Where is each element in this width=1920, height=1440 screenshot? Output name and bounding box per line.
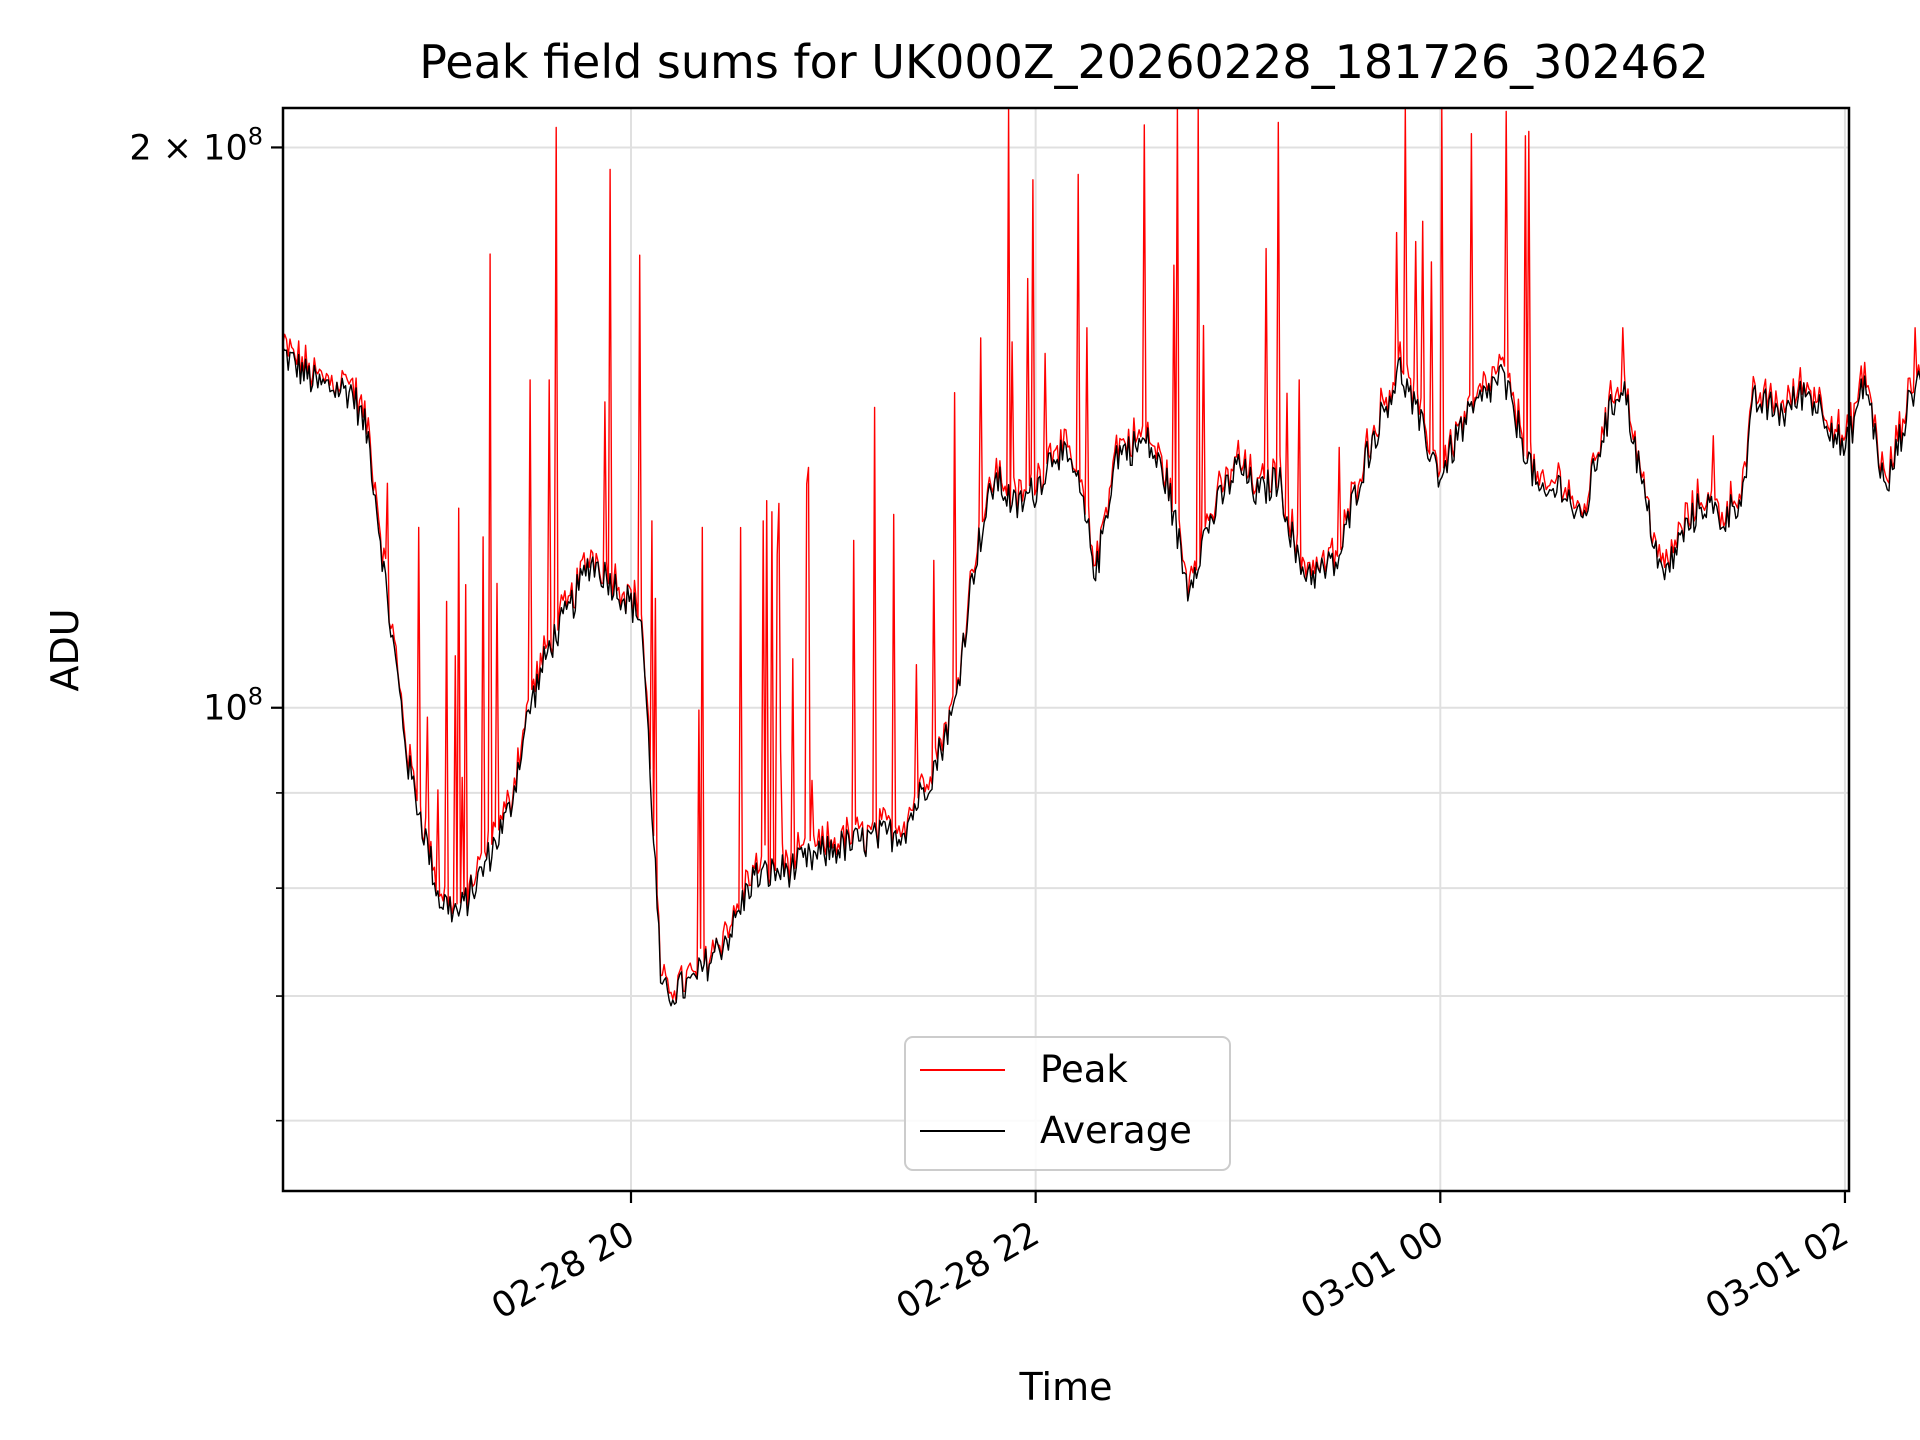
average-line xyxy=(282,347,1920,1007)
legend-average-label: Average xyxy=(1040,1109,1192,1152)
y-tick-label: 108 xyxy=(203,683,263,729)
legend: Peak Average xyxy=(904,1036,1231,1171)
peak-line xyxy=(282,107,1920,1004)
x-axis-label: Time xyxy=(1019,1365,1113,1409)
y-tick-label: 2 × 108 xyxy=(129,122,263,168)
legend-peak-label: Peak xyxy=(1040,1048,1128,1091)
chart-title: Peak field sums for UK000Z_20260228_1817… xyxy=(419,35,1709,89)
y-axis-label: ADU xyxy=(43,608,87,691)
peak-series xyxy=(282,107,1920,1004)
y-axis: 108 2 × 108 xyxy=(129,122,283,1122)
plot-area-frame xyxy=(281,106,1851,1193)
average-series xyxy=(282,347,1920,1007)
